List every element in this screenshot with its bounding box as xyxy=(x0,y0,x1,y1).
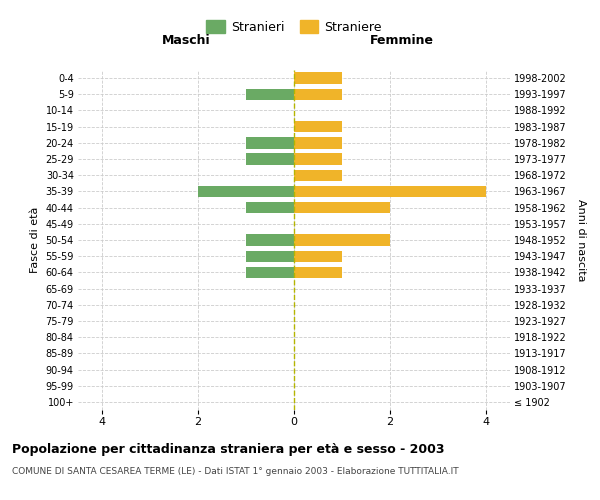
Text: Maschi: Maschi xyxy=(161,34,211,48)
Bar xyxy=(294,137,342,148)
Bar xyxy=(294,121,342,132)
Bar xyxy=(246,266,294,278)
Bar xyxy=(294,88,342,100)
Bar xyxy=(246,202,294,213)
Bar xyxy=(294,250,342,262)
Text: Popolazione per cittadinanza straniera per età e sesso - 2003: Popolazione per cittadinanza straniera p… xyxy=(12,442,445,456)
Bar xyxy=(294,186,486,197)
Y-axis label: Fasce di età: Fasce di età xyxy=(30,207,40,273)
Bar xyxy=(294,202,390,213)
Bar xyxy=(246,137,294,148)
Bar xyxy=(294,234,390,246)
Bar xyxy=(246,154,294,164)
Text: COMUNE DI SANTA CESAREA TERME (LE) - Dati ISTAT 1° gennaio 2003 - Elaborazione T: COMUNE DI SANTA CESAREA TERME (LE) - Dat… xyxy=(12,468,458,476)
Legend: Stranieri, Straniere: Stranieri, Straniere xyxy=(202,16,386,38)
Bar xyxy=(294,266,342,278)
Bar xyxy=(294,170,342,181)
Bar xyxy=(294,154,342,164)
Bar xyxy=(294,72,342,84)
Bar xyxy=(198,186,294,197)
Bar xyxy=(246,250,294,262)
Text: Femmine: Femmine xyxy=(370,34,434,48)
Bar xyxy=(246,88,294,100)
Bar xyxy=(246,234,294,246)
Y-axis label: Anni di nascita: Anni di nascita xyxy=(577,198,586,281)
